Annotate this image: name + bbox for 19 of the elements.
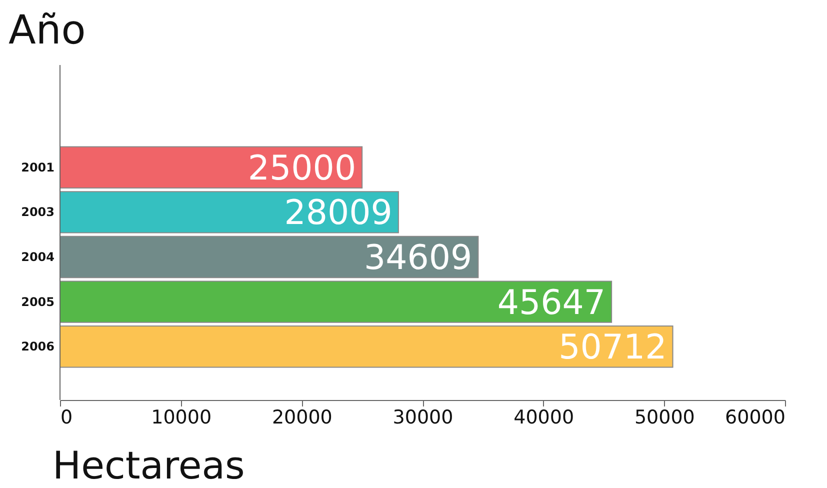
x-tick-label: 60000 [725,406,786,428]
x-tick-label: 0 [60,406,73,428]
y-tick-label: 2001 [21,160,54,174]
x-tick-label: 40000 [514,406,574,428]
data-label: 45647 [497,282,606,323]
x-axis-title: Hectareas [52,444,245,488]
x-tick-label: 50000 [634,406,695,428]
data-label: 34609 [364,238,472,278]
x-tick-label: 20000 [272,406,332,428]
x-tick-label: 10000 [151,406,212,428]
y-tick-label: 2006 [21,340,54,354]
x-tick-label: 30000 [392,406,454,428]
y-tick-label: 2003 [21,205,54,220]
data-label: 50712 [558,328,667,368]
y-axis-title: Año [8,8,86,54]
data-label: 25000 [248,148,356,188]
data-label: 28009 [284,193,392,234]
y-tick-label: 2005 [21,294,54,309]
y-tick-label: 2004 [21,250,54,264]
